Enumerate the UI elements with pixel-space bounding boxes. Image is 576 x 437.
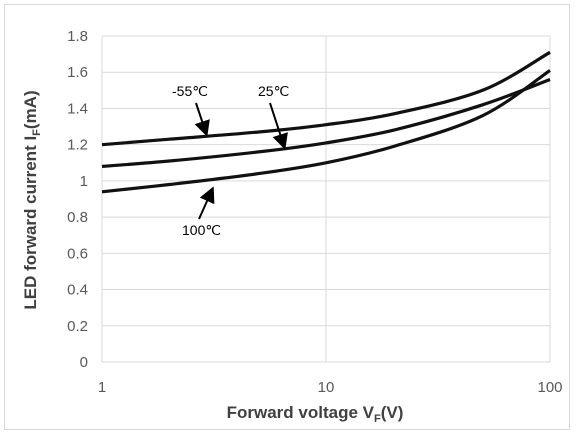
series-line-2	[101, 69, 551, 194]
y-axis-title-main: LED forward current I	[21, 136, 40, 310]
y-axis-title-suffix: (mA)	[21, 90, 40, 129]
tick-labels: 0 0.2 0.4 0.6 0.8 1 1.2 1.4 1.6 1.8 1 10 100	[67, 28, 562, 396]
y-axis-title: LED forward current IF(mA)	[21, 90, 43, 309]
y-tick-label: 0.2	[67, 318, 88, 335]
y-tick-label: 0	[80, 354, 88, 371]
annotation-arrow	[198, 186, 215, 220]
y-tick-label: 1.2	[67, 137, 88, 154]
annotation-arrow	[269, 102, 288, 150]
series-lines	[101, 50, 551, 194]
x-tick-label: 10	[318, 379, 335, 396]
annotations: -55℃ 25℃ 100℃	[172, 83, 289, 238]
annotation-arrow	[194, 102, 210, 137]
y-axis-title-sub: F	[31, 129, 43, 136]
x-axis-title: Forward voltage VF(V)	[227, 403, 404, 425]
annotation-label: -55℃	[172, 83, 208, 99]
y-tick-label: 1.8	[67, 28, 88, 45]
annotation-label: 100℃	[182, 222, 221, 238]
x-tick-label: 100	[537, 379, 562, 396]
series-line-1	[101, 78, 551, 168]
series-line-0	[101, 50, 551, 147]
y-tick-label: 1.6	[67, 64, 88, 81]
y-tick-label: 0.4	[67, 282, 88, 299]
y-tick-label: 1	[80, 173, 88, 190]
x-axis-title-sub: F	[374, 413, 381, 425]
annotation-label: 25℃	[258, 83, 289, 99]
x-axis-title-suffix: (V)	[381, 403, 404, 422]
y-tick-label: 0.6	[67, 245, 88, 262]
y-tick-label: 1.4	[67, 100, 88, 117]
grid-lines	[101, 35, 551, 363]
x-axis-title-main: Forward voltage V	[227, 403, 375, 422]
x-tick-label: 1	[98, 379, 106, 396]
y-tick-label: 0.8	[67, 209, 88, 226]
